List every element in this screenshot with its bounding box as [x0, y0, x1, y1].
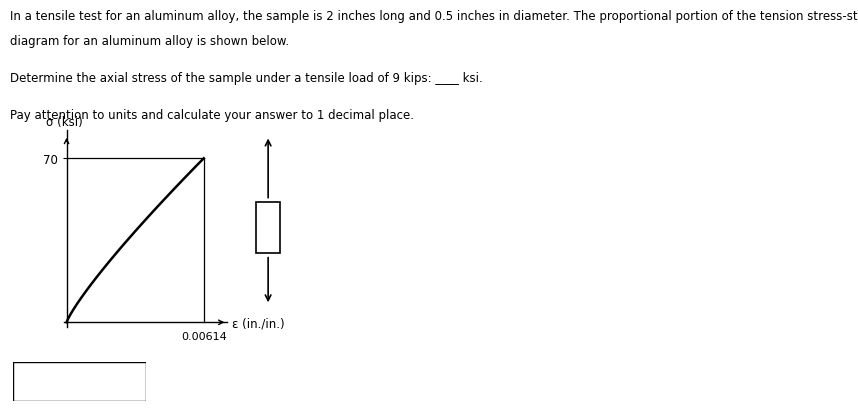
Text: σ (ksi): σ (ksi) [46, 116, 83, 128]
Text: diagram for an aluminum alloy is shown below.: diagram for an aluminum alloy is shown b… [10, 35, 289, 48]
Text: Determine the axial stress of the sample under a tensile load of 9 kips: ____ ks: Determine the axial stress of the sample… [10, 72, 483, 85]
Text: In a tensile test for an aluminum alloy, the sample is 2 inches long and 0.5 inc: In a tensile test for an aluminum alloy,… [10, 10, 858, 23]
Text: ε (in./in.): ε (in./in.) [232, 317, 285, 330]
Bar [257, 203, 280, 253]
Text: Pay attention to units and calculate your answer to 1 decimal place.: Pay attention to units and calculate you… [10, 108, 414, 121]
Text: 0.00614: 0.00614 [181, 331, 227, 341]
